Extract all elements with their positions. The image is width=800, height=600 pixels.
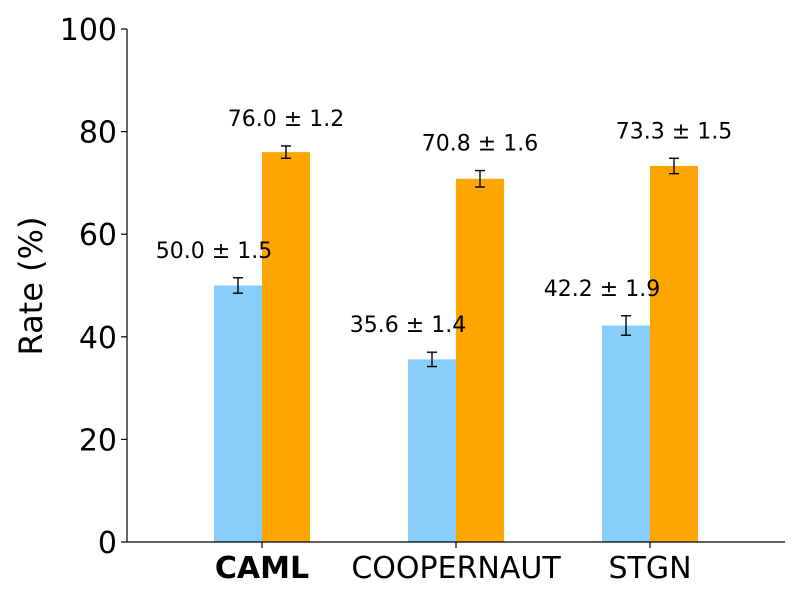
data-label: 50.0 ± 1.5	[156, 239, 272, 264]
bar-series-2-caml	[262, 152, 310, 542]
x-tick-label: CAML	[215, 551, 309, 586]
y-tick-label: 0	[98, 526, 117, 561]
bar-series-2-coopernaut	[456, 178, 504, 542]
y-tick-label: 100	[60, 13, 117, 48]
y-axis-label-group: Rate (%)	[12, 217, 50, 356]
error-bar	[621, 315, 631, 336]
data-label: 73.3 ± 1.5	[616, 119, 732, 144]
bar-series-1-caml	[214, 285, 262, 542]
x-ticks-layer: CAML COOPERNAUT STGN	[215, 542, 692, 586]
y-tick-label: 20	[79, 423, 117, 458]
bar-series-1-stgn	[602, 325, 650, 542]
data-label: 76.0 ± 1.2	[228, 107, 344, 132]
error-bar	[233, 277, 243, 294]
bar-series-2-stgn	[650, 165, 698, 542]
y-tick-label: 60	[79, 218, 117, 253]
x-tick-label: STGN	[608, 551, 691, 586]
data-label: 42.2 ± 1.9	[544, 277, 660, 302]
error-bar	[669, 157, 679, 175]
error-bar	[475, 169, 485, 188]
x-tick-label: COOPERNAUT	[351, 551, 561, 586]
error-bar	[281, 145, 291, 159]
y-ticks-layer: 0 20 40 60 80 100	[60, 13, 127, 561]
y-tick-label: 40	[79, 321, 117, 356]
error-bars-layer	[233, 145, 679, 368]
data-labels-layer: 50.0 ± 1.5 35.6 ± 1.4 42.2 ± 1.9 76.0 ± 1.2…	[156, 107, 732, 338]
bar-series-1-coopernaut	[408, 359, 456, 542]
bars-layer	[214, 152, 698, 542]
y-tick-label: 80	[79, 116, 117, 151]
y-axis-label: Rate (%)	[12, 217, 50, 356]
data-label: 70.8 ± 1.6	[422, 132, 538, 157]
data-label: 35.6 ± 1.4	[350, 313, 466, 338]
error-bar	[427, 351, 437, 368]
